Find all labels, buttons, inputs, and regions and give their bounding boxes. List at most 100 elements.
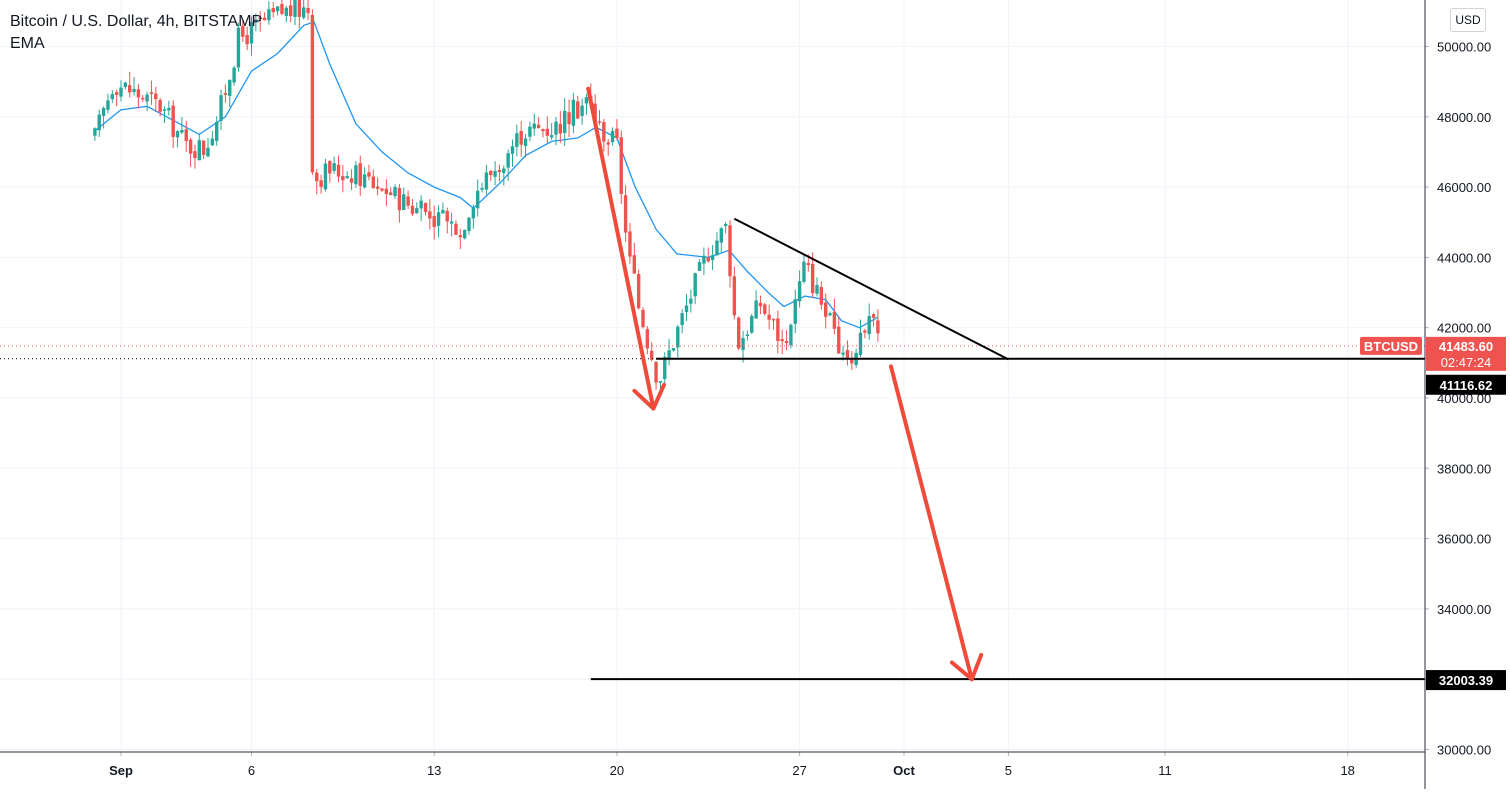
- y-tick-label: 48000.00: [1437, 110, 1491, 125]
- down-arrow-shaft[interactable]: [586, 86, 656, 411]
- symbol-title[interactable]: Bitcoin / U.S. Dollar, 4h, BITSTAMP: [10, 13, 263, 30]
- bar-countdown-label: 02:47:24: [1441, 355, 1492, 370]
- candle-body: [445, 210, 449, 222]
- candle-body: [558, 123, 563, 134]
- candle-body: [619, 137, 623, 194]
- candle-body: [371, 176, 375, 188]
- candle-body: [797, 281, 802, 302]
- candle-body: [636, 273, 641, 309]
- candle-body: [328, 161, 332, 174]
- candle-body: [402, 194, 406, 210]
- candle-body: [458, 235, 462, 238]
- candle-body: [493, 170, 497, 177]
- candle-body: [158, 100, 162, 112]
- candle-body: [745, 334, 750, 336]
- candle-body: [193, 151, 197, 159]
- candle-body: [789, 324, 793, 346]
- candle-body: [149, 92, 154, 94]
- x-tick-label: 5: [1005, 763, 1012, 778]
- candle-body: [871, 314, 876, 318]
- candle-body: [737, 317, 741, 349]
- candle-body: [484, 172, 489, 190]
- candle-body: [354, 165, 358, 185]
- horizontal-line-price-bg: [1426, 670, 1506, 691]
- candle-body: [375, 186, 380, 189]
- candle-body: [763, 304, 767, 314]
- candle-body: [793, 299, 797, 324]
- indicator-label[interactable]: EMA: [10, 35, 45, 52]
- candle-body: [119, 87, 123, 97]
- candle-body: [254, 19, 258, 23]
- candle-body: [563, 110, 567, 133]
- descending-trend-line[interactable]: [733, 217, 1009, 361]
- candle-body: [454, 223, 458, 235]
- candle-body: [697, 262, 702, 271]
- candle-body: [510, 146, 515, 154]
- candle-body: [863, 330, 867, 333]
- x-tick-label: 13: [427, 763, 441, 778]
- down-arrow-shaft[interactable]: [888, 364, 974, 682]
- candle-body: [502, 168, 506, 173]
- candle-body: [167, 107, 171, 111]
- candle-body: [206, 147, 210, 157]
- chart-legend: Bitcoin / U.S. Dollar, 4h, BITSTAMP EMA: [10, 11, 262, 55]
- candle-body: [241, 25, 245, 37]
- candle-body: [302, 7, 306, 18]
- candle-body: [449, 221, 454, 224]
- current-price-label-bg: [1426, 336, 1506, 371]
- candle-body: [776, 318, 780, 342]
- candle-body: [806, 263, 810, 266]
- currency-button[interactable]: USD: [1450, 8, 1486, 32]
- candle-body: [528, 126, 532, 137]
- candle-body: [236, 27, 241, 68]
- candles: [93, 0, 880, 391]
- candle-body: [876, 320, 880, 334]
- candle-body: [658, 381, 663, 383]
- candle-body: [545, 128, 549, 136]
- horizontal-line-price-label: 32003.39: [1439, 673, 1493, 688]
- down-arrow-head[interactable]: [949, 652, 984, 682]
- candle-body: [201, 140, 206, 155]
- symbol-tag-label: BTCUSD: [1364, 339, 1418, 354]
- candle-body: [628, 231, 632, 257]
- y-tick-label: 30000.00: [1437, 743, 1491, 758]
- candle-body: [297, 0, 302, 17]
- candle-body: [136, 89, 141, 98]
- candle-body: [532, 123, 536, 129]
- y-tick-label: 38000.00: [1437, 461, 1491, 476]
- candle-body: [693, 273, 697, 297]
- grid: [0, 0, 1425, 752]
- ema-line: [94, 21, 879, 329]
- candle-body: [275, 6, 280, 12]
- drawings[interactable]: [0, 86, 1425, 682]
- candle-body: [580, 105, 584, 116]
- candle-body: [519, 131, 523, 145]
- candle-body: [432, 216, 436, 227]
- candle-body: [106, 100, 110, 110]
- candle-body: [684, 305, 689, 313]
- x-tick-label: 6: [248, 763, 255, 778]
- candle-body: [184, 129, 188, 142]
- candle-body: [676, 326, 680, 348]
- candle-body: [380, 188, 384, 191]
- x-tick-label: Oct: [893, 763, 915, 778]
- candle-body: [780, 339, 784, 342]
- down-arrow-head[interactable]: [632, 382, 667, 411]
- candle-body: [480, 188, 484, 190]
- candle-body: [128, 85, 132, 93]
- x-tick-label: 11: [1158, 763, 1172, 778]
- candle-body: [132, 88, 136, 92]
- x-tick-label: 20: [610, 763, 624, 778]
- candle-body: [232, 67, 236, 83]
- candle-body: [802, 261, 806, 282]
- candle-body: [123, 82, 128, 88]
- candle-body: [284, 7, 288, 16]
- candle-body: [175, 131, 180, 138]
- candle-body: [680, 313, 684, 326]
- candle-body: [419, 200, 423, 209]
- candle-body: [828, 313, 832, 316]
